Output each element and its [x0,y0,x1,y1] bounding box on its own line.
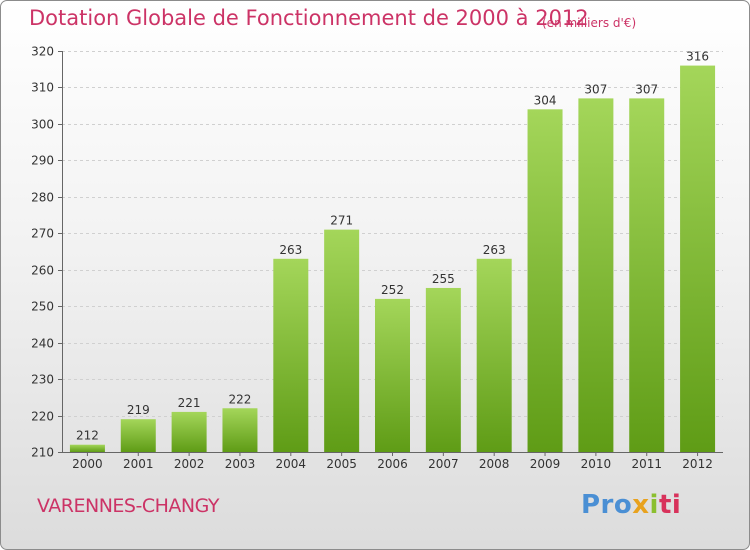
logo-part: x [632,490,650,520]
bar-value-label: 307 [635,82,658,96]
logo-part: Pro [581,490,633,520]
x-tick-label: 2004 [276,457,307,471]
bar-value-label: 271 [330,214,353,228]
x-tick-label: 2012 [682,457,713,471]
labels: 210 220 230 240 250 260 270 280 290 300 310 320 212 2… [31,45,713,472]
y-tick-label: 220 [31,410,54,424]
axes [58,51,723,456]
bar-value-label: 307 [584,82,607,96]
y-tick-label: 280 [31,191,54,205]
chart-subtitle: (en milliers d'€) [542,16,637,30]
y-tick-label: 250 [31,300,54,314]
proxiti-logo: Proxiti [581,490,681,520]
bar-value-label: 221 [178,396,201,410]
x-tick-label: 2001 [123,457,154,471]
bar-value-label: 222 [229,392,252,406]
commune-name: VARENNES-CHANGY [37,495,219,517]
y-tick-label: 320 [31,45,54,59]
bar [425,287,461,452]
logo-part: i [649,490,659,520]
bar [222,408,258,452]
x-tick-label: 2005 [326,457,357,471]
bar [120,419,156,452]
bar-value-label: 219 [127,403,150,417]
bar [375,298,410,452]
x-tick-label: 2002 [174,457,205,471]
x-tick-label: 2003 [225,457,256,471]
y-tick-label: 310 [31,81,54,95]
x-tick-label: 2007 [428,457,459,471]
bar-value-label: 255 [432,272,455,286]
x-tick-label: 2008 [479,457,510,471]
x-tick-label: 2006 [377,457,408,471]
chart-title: Dotation Globale de Fonctionnement de 20… [29,6,589,30]
bar [324,229,360,452]
bar-value-label: 263 [483,243,506,257]
bar [273,258,309,452]
bar [578,98,614,453]
bar-value-label: 252 [381,283,404,297]
x-tick-label: 2010 [581,457,612,471]
y-tick-label: 260 [31,264,54,278]
x-tick-label: 2000 [72,457,103,471]
bar-value-label: 316 [686,50,709,64]
bar [527,109,563,452]
y-tick-label: 240 [31,337,54,351]
y-tick-label: 210 [31,446,54,460]
bar [69,444,105,452]
bar-value-label: 263 [279,243,302,257]
y-tick-label: 230 [31,373,54,387]
bars [69,65,716,453]
bar [629,98,665,453]
bar-value-label: 212 [76,429,99,443]
bar-value-label: 304 [534,93,557,107]
y-tick-label: 300 [31,118,54,132]
bar [476,258,512,452]
x-tick-label: 2009 [530,457,561,471]
y-tick-label: 270 [31,227,54,241]
bar [680,65,716,452]
bar [171,411,207,452]
x-tick-label: 2011 [631,457,662,471]
logo-part: ti [658,490,682,520]
y-tick-label: 290 [31,154,54,168]
